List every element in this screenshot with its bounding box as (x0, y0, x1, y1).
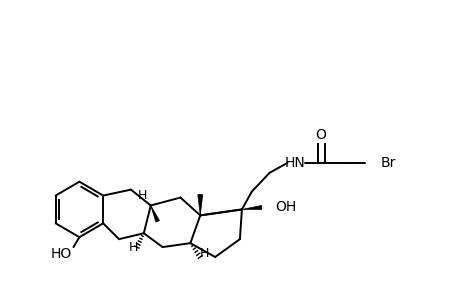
Polygon shape (151, 206, 159, 222)
Text: Br: Br (380, 156, 395, 170)
Text: HN: HN (285, 156, 305, 170)
Text: H: H (199, 247, 208, 260)
Text: OH: OH (275, 200, 296, 214)
Polygon shape (241, 206, 261, 209)
Polygon shape (197, 195, 202, 215)
Text: H: H (138, 189, 147, 202)
Text: HO: HO (51, 247, 72, 261)
Text: H: H (129, 241, 138, 254)
Text: O: O (315, 128, 326, 142)
